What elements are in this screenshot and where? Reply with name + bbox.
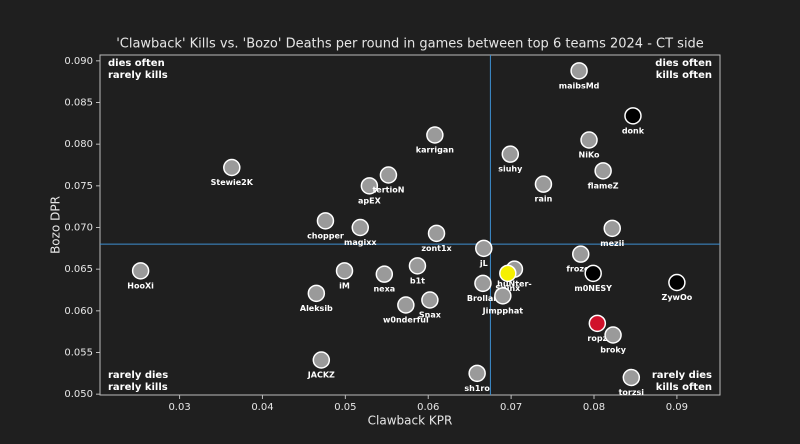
point-label: JACKZ (307, 371, 335, 380)
x-tick-label: 0.07 (500, 402, 522, 413)
y-tick-label: 0.085 (64, 98, 93, 109)
quadrant-label: kills often (656, 70, 712, 81)
x-axis-label: Clawback KPR (368, 414, 453, 428)
point (351, 218, 370, 237)
point-label: frozen (566, 265, 595, 274)
point-label: tertioN (372, 186, 404, 195)
point (534, 175, 553, 193)
quadrant-label: dies often (655, 58, 712, 69)
chart-title: 'Clawback' Kills vs. 'Bozo' Deaths per r… (116, 37, 704, 52)
point-label: nexa (373, 285, 395, 294)
point (427, 224, 446, 243)
point (379, 166, 398, 184)
quadrant-label: kills often (656, 382, 712, 393)
point (603, 219, 621, 238)
point (570, 62, 588, 80)
point-label: mezii (600, 239, 624, 248)
point-label: Stewie2K (211, 178, 254, 187)
point (584, 264, 602, 283)
point-label: karrigan (416, 146, 454, 155)
point (426, 126, 444, 144)
point (316, 212, 335, 230)
point (474, 274, 492, 293)
point-label: huNter- (497, 280, 532, 289)
point (375, 265, 394, 283)
point-label: NiKo (579, 151, 600, 160)
y-tick-label: 0.075 (64, 181, 93, 192)
point-label: magixx (344, 238, 377, 247)
x-tick-label: 0.09 (666, 402, 688, 413)
point (360, 177, 379, 195)
point (594, 162, 612, 180)
y-tick-label: 0.070 (64, 223, 93, 234)
point (408, 257, 427, 275)
y-tick-label: 0.090 (64, 56, 93, 67)
point-label: chopper (307, 231, 344, 240)
point (494, 287, 512, 305)
point-label: maibsMd (559, 81, 600, 90)
point-label: Snax (419, 311, 442, 320)
point-label: torzsi (619, 388, 645, 397)
point (604, 326, 622, 344)
point (307, 284, 326, 303)
point-label: ropz (587, 334, 607, 343)
y-tick-label: 0.065 (64, 264, 93, 275)
point (622, 368, 641, 387)
point (571, 245, 590, 263)
point (475, 239, 493, 258)
point-label: apEX (358, 196, 382, 205)
point (223, 158, 241, 177)
point-label: ZywOo (662, 293, 693, 302)
y-tick-label: 0.050 (64, 389, 93, 400)
quadrant-label: dies often (108, 58, 165, 69)
point (588, 314, 607, 333)
y-tick-label: 0.060 (64, 306, 93, 317)
point (312, 351, 331, 369)
x-tick-label: 0.03 (168, 402, 190, 413)
point-label: donk (622, 126, 645, 135)
point-label: HooXi (127, 281, 154, 290)
point-label: siuhy (498, 165, 523, 174)
point-label: b1t (410, 276, 425, 285)
point-label: flameZ (588, 181, 619, 190)
point-label: Brollan (467, 294, 499, 303)
quadrant-label: rarely kills (108, 382, 168, 393)
point-label: broky (600, 346, 626, 355)
quadrant-label: rarely dies (108, 370, 168, 381)
point-label: w0nderful (383, 316, 429, 325)
y-tick-label: 0.055 (64, 348, 93, 359)
point (668, 273, 686, 292)
point-label: Aleksib (300, 304, 333, 313)
x-tick-label: 0.08 (583, 402, 605, 413)
point (335, 262, 354, 280)
point-label: sh1ro (464, 384, 490, 393)
quadrant-label: rarely kills (108, 70, 168, 81)
point (580, 131, 598, 149)
x-tick-label: 0.04 (251, 402, 273, 413)
point-label: zont1x (421, 244, 452, 253)
point-label: rain (535, 195, 553, 204)
point-label: iM (339, 281, 350, 290)
point (397, 296, 415, 314)
point-label: Spinx (495, 284, 521, 293)
y-tick-label: 0.080 (64, 139, 93, 150)
point (501, 145, 520, 163)
point (499, 264, 517, 283)
point (421, 291, 439, 309)
point-label: m0NESY (574, 284, 612, 293)
quadrant-label: rarely dies (652, 370, 712, 381)
plot-area (99, 54, 721, 396)
point (468, 364, 486, 383)
point-label: jL (479, 259, 488, 268)
x-tick-label: 0.06 (417, 402, 439, 413)
y-axis-label: Bozo DPR (49, 196, 63, 254)
point (624, 107, 642, 125)
point-label: Jimpphat (482, 306, 524, 315)
x-tick-label: 0.05 (334, 402, 356, 413)
point (131, 262, 150, 280)
